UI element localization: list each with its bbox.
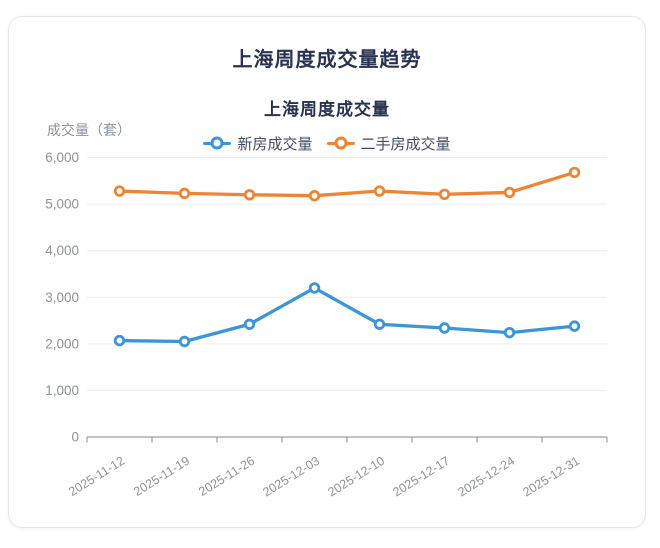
legend-label-second-hand-house: 二手房成交量 [360, 135, 451, 153]
chart-title: 上海周度成交量 [264, 100, 390, 119]
legend-line-marker-icon [326, 136, 355, 150]
legend-item-second-hand-house[interactable]: 二手房成交量 [326, 133, 451, 154]
chart-card: 上海周度成交量趋势 上海周度成交量 成交量（套） 新房成交量 二手房成交量 [8, 16, 646, 528]
y-axis-unit-label: 成交量（套） [47, 122, 131, 138]
legend-line-marker-icon [203, 136, 232, 150]
legend-label-new-house: 新房成交量 [237, 135, 313, 153]
chart-legend: 新房成交量 二手房成交量 [9, 133, 645, 153]
page-title: 上海周度成交量趋势 [232, 49, 422, 71]
legend-item-new-house[interactable]: 新房成交量 [203, 133, 313, 154]
